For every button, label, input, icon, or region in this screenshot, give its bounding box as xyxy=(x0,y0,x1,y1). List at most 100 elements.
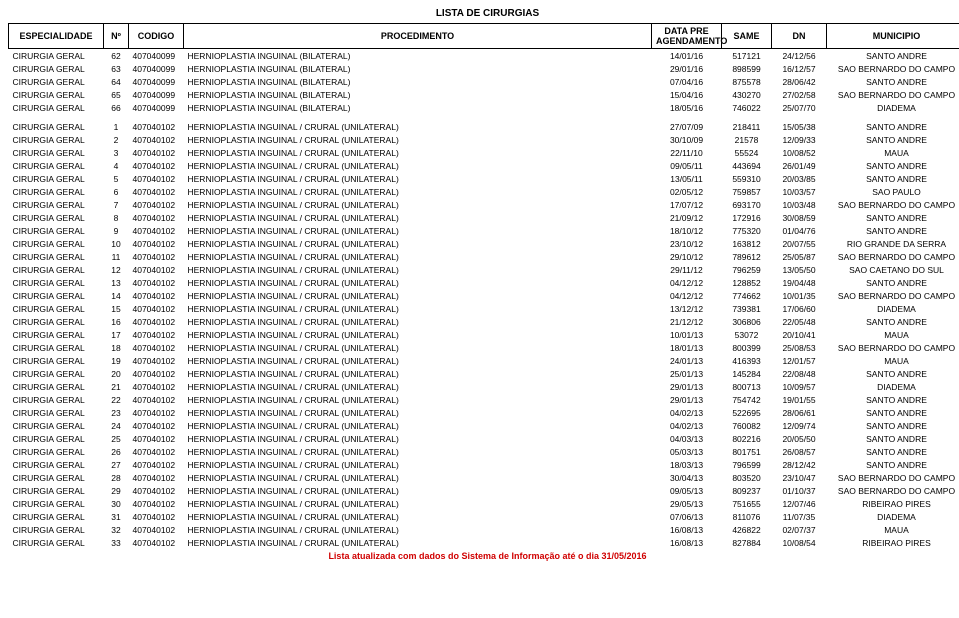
table-row: CIRURGIA GERAL26407040102HERNIOPLASTIA I… xyxy=(9,445,959,458)
cell-especialidade: CIRURGIA GERAL xyxy=(9,289,104,302)
table-row: CIRURGIA GERAL12407040102HERNIOPLASTIA I… xyxy=(9,263,959,276)
cell-data: 07/04/16 xyxy=(652,75,722,88)
cell-procedimento: HERNIOPLASTIA INGUINAL / CRURAL (UNILATE… xyxy=(184,172,652,185)
cell-same: 517121 xyxy=(722,49,772,63)
cell-codigo: 407040102 xyxy=(129,276,184,289)
cell-dn: 26/01/49 xyxy=(772,159,827,172)
cell-dn: 17/06/60 xyxy=(772,302,827,315)
cell-municipio: SANTO ANDRE xyxy=(827,211,959,224)
cell-especialidade: CIRURGIA GERAL xyxy=(9,328,104,341)
cell-codigo: 407040102 xyxy=(129,302,184,315)
cell-municipio: SANTO ANDRE xyxy=(827,367,959,380)
cell-municipio: SANTO ANDRE xyxy=(827,276,959,289)
cell-data: 29/11/12 xyxy=(652,263,722,276)
cell-no: 8 xyxy=(104,211,129,224)
cell-same: 800713 xyxy=(722,380,772,393)
cell-procedimento: HERNIOPLASTIA INGUINAL / CRURAL (UNILATE… xyxy=(184,159,652,172)
cell-data: 04/02/13 xyxy=(652,406,722,419)
cell-data: 17/07/12 xyxy=(652,198,722,211)
cell-procedimento: HERNIOPLASTIA INGUINAL / CRURAL (UNILATE… xyxy=(184,146,652,159)
cell-no: 23 xyxy=(104,406,129,419)
cell-data: 30/04/13 xyxy=(652,471,722,484)
cell-codigo: 407040102 xyxy=(129,354,184,367)
cell-codigo: 407040102 xyxy=(129,536,184,549)
cell-codigo: 407040102 xyxy=(129,263,184,276)
cell-procedimento: HERNIOPLASTIA INGUINAL / CRURAL (UNILATE… xyxy=(184,458,652,471)
cell-especialidade: CIRURGIA GERAL xyxy=(9,146,104,159)
cell-codigo: 407040102 xyxy=(129,510,184,523)
cell-same: 21578 xyxy=(722,133,772,146)
cell-data: 23/10/12 xyxy=(652,237,722,250)
cell-codigo: 407040099 xyxy=(129,88,184,101)
cell-no: 25 xyxy=(104,432,129,445)
cell-codigo: 407040099 xyxy=(129,101,184,114)
cell-municipio: MAUA xyxy=(827,146,959,159)
cell-especialidade: CIRURGIA GERAL xyxy=(9,471,104,484)
cell-no: 10 xyxy=(104,237,129,250)
cell-dn: 30/08/59 xyxy=(772,211,827,224)
table-row: CIRURGIA GERAL2407040102HERNIOPLASTIA IN… xyxy=(9,133,959,146)
cell-especialidade: CIRURGIA GERAL xyxy=(9,393,104,406)
cell-procedimento: HERNIOPLASTIA INGUINAL / CRURAL (UNILATE… xyxy=(184,536,652,549)
cell-procedimento: HERNIOPLASTIA INGUINAL (BILATERAL) xyxy=(184,75,652,88)
cell-especialidade: CIRURGIA GERAL xyxy=(9,185,104,198)
cell-no: 5 xyxy=(104,172,129,185)
cell-especialidade: CIRURGIA GERAL xyxy=(9,120,104,133)
th-same: SAME xyxy=(722,24,772,49)
cell-procedimento: HERNIOPLASTIA INGUINAL / CRURAL (UNILATE… xyxy=(184,133,652,146)
cell-same: 430270 xyxy=(722,88,772,101)
cell-dn: 20/10/41 xyxy=(772,328,827,341)
table-row: CIRURGIA GERAL13407040102HERNIOPLASTIA I… xyxy=(9,276,959,289)
cell-codigo: 407040102 xyxy=(129,237,184,250)
cell-data: 30/10/09 xyxy=(652,133,722,146)
cell-municipio: SANTO ANDRE xyxy=(827,159,959,172)
cell-especialidade: CIRURGIA GERAL xyxy=(9,458,104,471)
cell-same: 55524 xyxy=(722,146,772,159)
cell-especialidade: CIRURGIA GERAL xyxy=(9,198,104,211)
cell-dn: 10/08/52 xyxy=(772,146,827,159)
cell-procedimento: HERNIOPLASTIA INGUINAL / CRURAL (UNILATE… xyxy=(184,328,652,341)
table-row: CIRURGIA GERAL1407040102HERNIOPLASTIA IN… xyxy=(9,120,959,133)
cell-dn: 10/01/35 xyxy=(772,289,827,302)
cell-codigo: 407040102 xyxy=(129,406,184,419)
cell-data: 10/01/13 xyxy=(652,328,722,341)
cell-dn: 27/02/58 xyxy=(772,88,827,101)
cell-especialidade: CIRURGIA GERAL xyxy=(9,49,104,63)
cell-same: 759857 xyxy=(722,185,772,198)
cell-no: 31 xyxy=(104,510,129,523)
cell-procedimento: HERNIOPLASTIA INGUINAL / CRURAL (UNILATE… xyxy=(184,367,652,380)
cell-especialidade: CIRURGIA GERAL xyxy=(9,445,104,458)
th-data: DATA PRE AGENDAMENTO xyxy=(652,24,722,49)
cell-municipio: SAO BERNARDO DO CAMPO xyxy=(827,289,959,302)
cell-procedimento: HERNIOPLASTIA INGUINAL / CRURAL (UNILATE… xyxy=(184,302,652,315)
cell-dn: 12/09/33 xyxy=(772,133,827,146)
cell-codigo: 407040102 xyxy=(129,523,184,536)
cell-municipio: SAO BERNARDO DO CAMPO xyxy=(827,341,959,354)
cell-codigo: 407040102 xyxy=(129,198,184,211)
cell-data: 07/06/13 xyxy=(652,510,722,523)
cell-procedimento: HERNIOPLASTIA INGUINAL / CRURAL (UNILATE… xyxy=(184,289,652,302)
cell-data: 21/12/12 xyxy=(652,315,722,328)
cell-dn: 20/07/55 xyxy=(772,237,827,250)
cell-data: 27/07/09 xyxy=(652,120,722,133)
cell-dn: 20/03/85 xyxy=(772,172,827,185)
cell-dn: 25/05/87 xyxy=(772,250,827,263)
cell-dn: 25/07/70 xyxy=(772,101,827,114)
cell-dn: 28/12/42 xyxy=(772,458,827,471)
cell-data: 15/04/16 xyxy=(652,88,722,101)
cell-data: 25/01/13 xyxy=(652,367,722,380)
cell-no: 26 xyxy=(104,445,129,458)
cell-no: 11 xyxy=(104,250,129,263)
table-row: CIRURGIA GERAL14407040102HERNIOPLASTIA I… xyxy=(9,289,959,302)
table-row: CIRURGIA GERAL31407040102HERNIOPLASTIA I… xyxy=(9,510,959,523)
cell-especialidade: CIRURGIA GERAL xyxy=(9,224,104,237)
cell-municipio: SANTO ANDRE xyxy=(827,224,959,237)
cell-no: 16 xyxy=(104,315,129,328)
table-row: CIRURGIA GERAL30407040102HERNIOPLASTIA I… xyxy=(9,497,959,510)
cell-no: 66 xyxy=(104,101,129,114)
cell-procedimento: HERNIOPLASTIA INGUINAL / CRURAL (UNILATE… xyxy=(184,419,652,432)
cell-especialidade: CIRURGIA GERAL xyxy=(9,536,104,549)
cell-same: 426822 xyxy=(722,523,772,536)
cell-dn: 10/08/54 xyxy=(772,536,827,549)
th-especialidade: ESPECIALIDADE xyxy=(9,24,104,49)
